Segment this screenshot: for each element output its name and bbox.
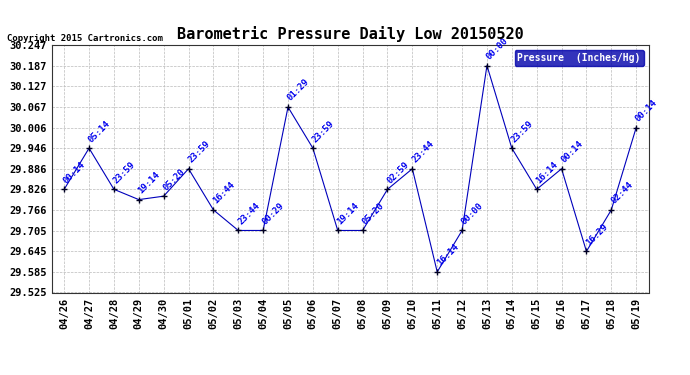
- Text: 02:59: 02:59: [385, 160, 411, 185]
- Text: 19:14: 19:14: [335, 201, 361, 226]
- Text: 16:29: 16:29: [584, 222, 609, 247]
- Text: 23:44: 23:44: [236, 201, 262, 226]
- Text: 05:14: 05:14: [87, 118, 112, 144]
- Text: 00:00: 00:00: [460, 201, 485, 226]
- Text: 23:44: 23:44: [410, 139, 435, 165]
- Text: 00:00: 00:00: [485, 36, 510, 62]
- Text: 00:29: 00:29: [261, 201, 286, 226]
- Text: Copyright 2015 Cartronics.com: Copyright 2015 Cartronics.com: [7, 34, 163, 43]
- Legend: Pressure  (Inches/Hg): Pressure (Inches/Hg): [515, 50, 644, 66]
- Text: 16:14: 16:14: [535, 160, 560, 185]
- Text: 23:59: 23:59: [186, 139, 212, 165]
- Text: 23:59: 23:59: [310, 118, 336, 144]
- Text: 01:29: 01:29: [286, 78, 311, 103]
- Text: 16:44: 16:44: [211, 180, 237, 206]
- Text: 05:20: 05:20: [360, 201, 386, 226]
- Text: 23:59: 23:59: [112, 160, 137, 185]
- Title: Barometric Pressure Daily Low 20150520: Barometric Pressure Daily Low 20150520: [177, 27, 524, 42]
- Text: 00:14: 00:14: [62, 160, 88, 185]
- Text: 00:14: 00:14: [560, 139, 584, 165]
- Text: 05:20: 05:20: [161, 166, 187, 192]
- Text: 02:44: 02:44: [609, 180, 635, 206]
- Text: 00:14: 00:14: [634, 98, 660, 123]
- Text: 19:14: 19:14: [137, 170, 162, 195]
- Text: 16:14: 16:14: [435, 242, 460, 268]
- Text: 23:59: 23:59: [510, 118, 535, 144]
